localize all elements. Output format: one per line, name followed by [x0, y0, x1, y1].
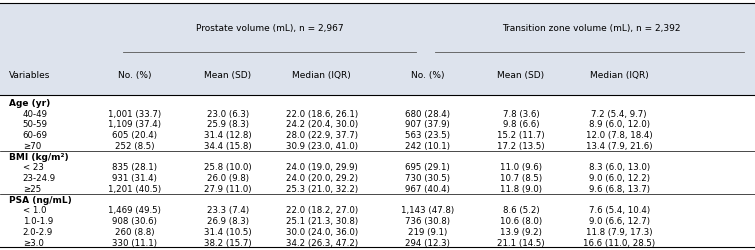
Text: ≥25: ≥25: [23, 184, 41, 193]
Text: 25.3 (21.0, 32.2): 25.3 (21.0, 32.2): [285, 184, 358, 193]
Bar: [0, 4, 755, 96]
Text: 12.0 (7.8, 18.4): 12.0 (7.8, 18.4): [586, 130, 652, 140]
Text: 23-24.9: 23-24.9: [23, 174, 56, 182]
Text: 9.0 (6.6, 12.7): 9.0 (6.6, 12.7): [589, 216, 649, 225]
Text: 252 (8.5): 252 (8.5): [115, 141, 154, 150]
Text: No. (%): No. (%): [118, 70, 151, 80]
Text: 242 (10.1): 242 (10.1): [405, 141, 450, 150]
Text: 10.7 (8.5): 10.7 (8.5): [500, 174, 542, 182]
Text: 25.1 (21.3, 30.8): 25.1 (21.3, 30.8): [285, 216, 358, 225]
Text: 2.0-2.9: 2.0-2.9: [23, 227, 53, 236]
Text: 27.9 (11.0): 27.9 (11.0): [205, 184, 251, 193]
Text: PSA (ng/mL): PSA (ng/mL): [9, 195, 72, 204]
Text: 835 (28.1): 835 (28.1): [112, 163, 157, 172]
Text: 38.2 (15.7): 38.2 (15.7): [204, 238, 252, 246]
Text: 680 (28.4): 680 (28.4): [405, 109, 450, 118]
Text: 24.0 (20.0, 29.2): 24.0 (20.0, 29.2): [285, 174, 358, 182]
Text: 11.8 (7.9, 17.3): 11.8 (7.9, 17.3): [586, 227, 652, 236]
Text: 7.8 (3.6): 7.8 (3.6): [503, 109, 539, 118]
Text: 23.0 (6.3): 23.0 (6.3): [207, 109, 249, 118]
Text: 8.3 (6.0, 13.0): 8.3 (6.0, 13.0): [589, 163, 649, 172]
Text: 30.0 (24.0, 36.0): 30.0 (24.0, 36.0): [285, 227, 358, 236]
Text: 967 (40.4): 967 (40.4): [405, 184, 450, 193]
Text: 25.8 (10.0): 25.8 (10.0): [204, 163, 252, 172]
Text: Mean (SD): Mean (SD): [205, 70, 251, 80]
Text: 1,469 (49.5): 1,469 (49.5): [108, 206, 161, 214]
Text: No. (%): No. (%): [411, 70, 444, 80]
Text: Median (IQR): Median (IQR): [590, 70, 649, 80]
Text: Mean (SD): Mean (SD): [498, 70, 544, 80]
Text: 50-59: 50-59: [23, 120, 48, 129]
Text: 11.0 (9.6): 11.0 (9.6): [500, 163, 542, 172]
Text: 22.0 (18.6, 26.1): 22.0 (18.6, 26.1): [285, 109, 358, 118]
Text: 605 (20.4): 605 (20.4): [112, 130, 157, 140]
Text: 931 (31.4): 931 (31.4): [112, 174, 157, 182]
Text: 34.2 (26.3, 47.2): 34.2 (26.3, 47.2): [285, 238, 358, 246]
Text: 1,201 (40.5): 1,201 (40.5): [108, 184, 161, 193]
Text: 908 (30.6): 908 (30.6): [112, 216, 157, 225]
Text: 13.9 (9.2): 13.9 (9.2): [500, 227, 542, 236]
Text: 7.2 (5.4, 9.7): 7.2 (5.4, 9.7): [591, 109, 647, 118]
Text: 25.9 (8.3): 25.9 (8.3): [207, 120, 249, 129]
Text: Median (IQR): Median (IQR): [292, 70, 351, 80]
Text: 30.9 (23.0, 41.0): 30.9 (23.0, 41.0): [285, 141, 358, 150]
Text: 24.2 (20.4, 30.0): 24.2 (20.4, 30.0): [285, 120, 358, 129]
Text: 8.9 (6.0, 12.0): 8.9 (6.0, 12.0): [589, 120, 649, 129]
Text: 21.1 (14.5): 21.1 (14.5): [497, 238, 545, 246]
Text: 26.9 (8.3): 26.9 (8.3): [207, 216, 249, 225]
Text: 1,109 (37.4): 1,109 (37.4): [108, 120, 161, 129]
Text: 294 (12.3): 294 (12.3): [405, 238, 450, 246]
Text: 16.6 (11.0, 28.5): 16.6 (11.0, 28.5): [583, 238, 655, 246]
Text: 22.0 (18.2, 27.0): 22.0 (18.2, 27.0): [285, 206, 358, 214]
Text: 9.6 (6.8, 13.7): 9.6 (6.8, 13.7): [589, 184, 649, 193]
Text: 28.0 (22.9, 37.7): 28.0 (22.9, 37.7): [285, 130, 358, 140]
Text: 24.0 (19.0, 29.9): 24.0 (19.0, 29.9): [285, 163, 358, 172]
Text: 1.0-1.9: 1.0-1.9: [23, 216, 53, 225]
Text: Age (yr): Age (yr): [9, 98, 51, 107]
Text: 563 (23.5): 563 (23.5): [405, 130, 450, 140]
Text: 13.4 (7.9, 21.6): 13.4 (7.9, 21.6): [586, 141, 652, 150]
Text: < 23: < 23: [23, 163, 44, 172]
Text: 11.8 (9.0): 11.8 (9.0): [500, 184, 542, 193]
Text: ≥70: ≥70: [23, 141, 41, 150]
Text: 219 (9.1): 219 (9.1): [408, 227, 447, 236]
Text: 9.0 (6.0, 12.2): 9.0 (6.0, 12.2): [589, 174, 649, 182]
Text: 730 (30.5): 730 (30.5): [405, 174, 450, 182]
Text: 34.4 (15.8): 34.4 (15.8): [204, 141, 252, 150]
Text: 17.2 (13.5): 17.2 (13.5): [497, 141, 545, 150]
Text: 8.6 (5.2): 8.6 (5.2): [503, 206, 539, 214]
Text: Prostate volume (mL), n = 2,967: Prostate volume (mL), n = 2,967: [196, 24, 344, 33]
Text: 907 (37.9): 907 (37.9): [405, 120, 450, 129]
Text: 15.2 (11.7): 15.2 (11.7): [497, 130, 545, 140]
Text: 736 (30.8): 736 (30.8): [405, 216, 450, 225]
Text: 10.6 (8.0): 10.6 (8.0): [500, 216, 542, 225]
Text: < 1.0: < 1.0: [23, 206, 46, 214]
Text: 23.3 (7.4): 23.3 (7.4): [207, 206, 249, 214]
Text: 31.4 (12.8): 31.4 (12.8): [204, 130, 252, 140]
Text: 31.4 (10.5): 31.4 (10.5): [204, 227, 252, 236]
Text: 9.8 (6.6): 9.8 (6.6): [503, 120, 539, 129]
Text: Transition zone volume (mL), n = 2,392: Transition zone volume (mL), n = 2,392: [502, 24, 680, 33]
Text: 1,001 (33.7): 1,001 (33.7): [108, 109, 161, 118]
Text: 260 (8.8): 260 (8.8): [115, 227, 154, 236]
Text: 1,143 (47.8): 1,143 (47.8): [401, 206, 454, 214]
Text: 7.6 (5.4, 10.4): 7.6 (5.4, 10.4): [589, 206, 649, 214]
Text: ≥3.0: ≥3.0: [23, 238, 44, 246]
Text: 695 (29.1): 695 (29.1): [405, 163, 450, 172]
Text: 26.0 (9.8): 26.0 (9.8): [207, 174, 249, 182]
Text: BMI (kg/m²): BMI (kg/m²): [9, 152, 69, 161]
Text: Variables: Variables: [9, 70, 51, 80]
Text: 330 (11.1): 330 (11.1): [112, 238, 157, 246]
Text: 40-49: 40-49: [23, 109, 48, 118]
Text: 60-69: 60-69: [23, 130, 48, 140]
